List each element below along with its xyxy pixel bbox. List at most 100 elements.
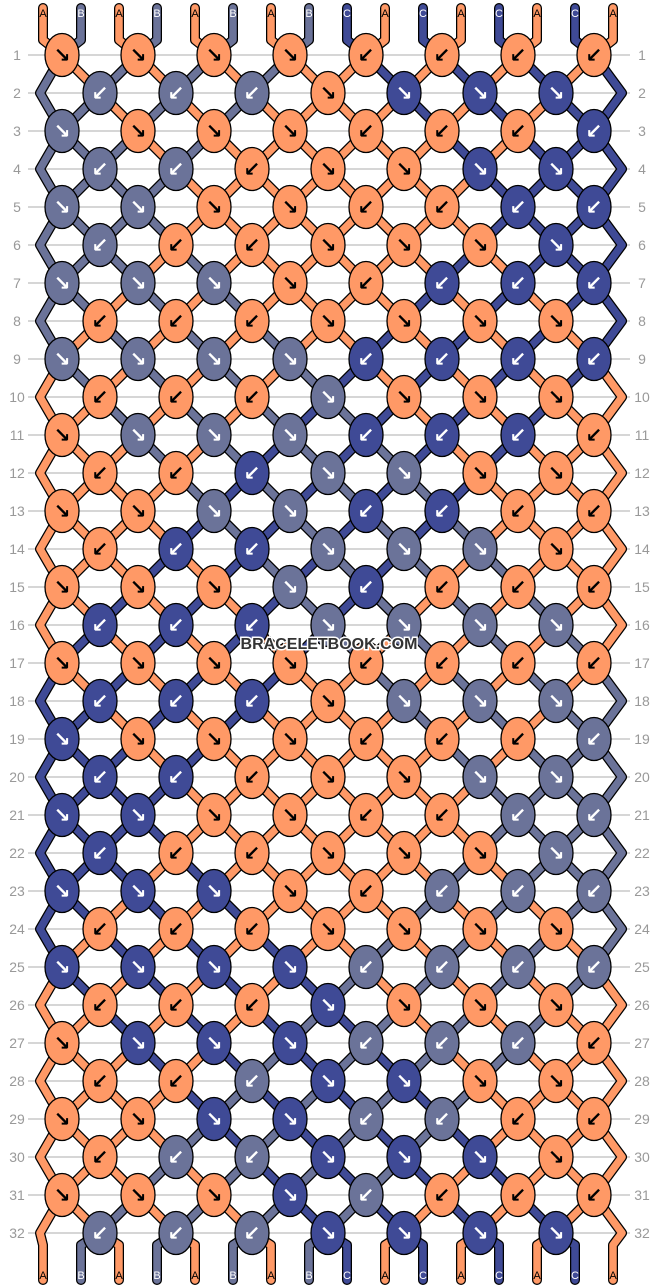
knot[interactable]: ↙ (424, 1096, 460, 1142)
knot[interactable]: ↘ (538, 1134, 574, 1180)
knot[interactable]: ↙ (348, 944, 384, 990)
knot[interactable]: ↘ (310, 1058, 346, 1104)
knot[interactable]: ↘ (310, 298, 346, 344)
knot[interactable]: ↘ (44, 640, 80, 686)
knot[interactable]: ↙ (158, 1210, 194, 1256)
knot[interactable]: ↙ (576, 412, 612, 458)
knot[interactable]: ↙ (234, 146, 270, 192)
knot[interactable]: ↙ (576, 1096, 612, 1142)
knot[interactable]: ↙ (576, 1020, 612, 1066)
knot[interactable]: ↙ (234, 1058, 270, 1104)
knot[interactable]: ↘ (272, 184, 308, 230)
knot[interactable]: ↙ (234, 906, 270, 952)
knot[interactable]: ↙ (82, 602, 118, 648)
knot[interactable]: ↙ (158, 222, 194, 268)
knot[interactable]: ↘ (44, 412, 80, 458)
knot[interactable]: ↙ (348, 792, 384, 838)
knot[interactable]: ↘ (272, 868, 308, 914)
knot[interactable]: ↙ (158, 906, 194, 952)
knot[interactable]: ↘ (386, 1058, 422, 1104)
knot[interactable]: ↘ (310, 1210, 346, 1256)
knot[interactable]: ↘ (272, 944, 308, 990)
knot[interactable]: ↘ (386, 602, 422, 648)
knot[interactable]: ↘ (538, 450, 574, 496)
knot[interactable]: ↙ (500, 1020, 536, 1066)
knot[interactable]: ↙ (234, 1210, 270, 1256)
knot[interactable]: ↘ (272, 1172, 308, 1218)
knot[interactable]: ↘ (120, 1096, 156, 1142)
knot[interactable]: ↘ (44, 184, 80, 230)
knot[interactable]: ↘ (310, 754, 346, 800)
knot[interactable]: ↘ (310, 678, 346, 724)
knot[interactable]: ↙ (234, 526, 270, 572)
knot[interactable]: ↘ (386, 526, 422, 572)
knot[interactable]: ↙ (158, 982, 194, 1028)
knot[interactable]: ↙ (424, 868, 460, 914)
knot[interactable]: ↘ (462, 1058, 498, 1104)
knot[interactable]: ↙ (424, 184, 460, 230)
knot[interactable]: ↙ (348, 488, 384, 534)
knot[interactable]: ↙ (158, 146, 194, 192)
knot[interactable]: ↘ (44, 488, 80, 534)
knot[interactable]: ↙ (82, 222, 118, 268)
knot[interactable]: ↙ (424, 488, 460, 534)
knot[interactable]: ↘ (120, 260, 156, 306)
knot[interactable]: ↘ (196, 1020, 232, 1066)
knot[interactable]: ↙ (234, 222, 270, 268)
knot[interactable]: ↘ (462, 906, 498, 952)
knot[interactable]: ↙ (348, 1096, 384, 1142)
knot[interactable]: ↘ (44, 32, 80, 78)
knot[interactable]: ↘ (310, 146, 346, 192)
knot[interactable]: ↘ (120, 640, 156, 686)
knot[interactable]: ↙ (82, 982, 118, 1028)
knot[interactable]: ↘ (272, 32, 308, 78)
knot[interactable]: ↙ (500, 488, 536, 534)
knot[interactable]: ↘ (196, 1096, 232, 1142)
knot[interactable]: ↘ (462, 754, 498, 800)
knot[interactable]: ↙ (158, 1058, 194, 1104)
knot[interactable]: ↘ (272, 564, 308, 610)
knot[interactable]: ↘ (44, 260, 80, 306)
knot[interactable]: ↙ (576, 716, 612, 762)
knot[interactable]: ↘ (196, 1172, 232, 1218)
knot[interactable]: ↘ (44, 868, 80, 914)
knot[interactable]: ↙ (82, 526, 118, 572)
knot[interactable]: ↘ (310, 906, 346, 952)
knot[interactable]: ↙ (348, 716, 384, 762)
knot[interactable]: ↘ (120, 792, 156, 838)
knot[interactable]: ↙ (82, 450, 118, 496)
knot[interactable]: ↘ (462, 298, 498, 344)
knot[interactable]: ↙ (500, 1172, 536, 1218)
knot[interactable]: ↙ (500, 716, 536, 762)
knot[interactable]: ↙ (576, 640, 612, 686)
knot[interactable]: ↘ (538, 678, 574, 724)
knot[interactable]: ↘ (196, 184, 232, 230)
knot[interactable]: ↙ (576, 32, 612, 78)
knot[interactable]: ↙ (424, 944, 460, 990)
knot[interactable]: ↙ (500, 108, 536, 154)
knot[interactable]: ↘ (386, 1134, 422, 1180)
knot[interactable]: ↘ (310, 982, 346, 1028)
knot[interactable]: ↙ (82, 1210, 118, 1256)
knot[interactable]: ↙ (500, 868, 536, 914)
knot[interactable]: ↙ (158, 602, 194, 648)
knot[interactable]: ↙ (234, 982, 270, 1028)
knot[interactable]: ↘ (44, 716, 80, 762)
knot[interactable]: ↙ (234, 1134, 270, 1180)
knot[interactable]: ↙ (158, 374, 194, 420)
knot[interactable]: ↘ (462, 830, 498, 876)
knot[interactable]: ↙ (500, 564, 536, 610)
knot[interactable]: ↘ (44, 1020, 80, 1066)
knot[interactable]: ↘ (462, 70, 498, 116)
knot[interactable]: ↙ (576, 184, 612, 230)
knot[interactable]: ↘ (196, 336, 232, 382)
knot[interactable]: ↘ (272, 260, 308, 306)
knot[interactable]: ↘ (196, 716, 232, 762)
knot[interactable]: ↙ (158, 70, 194, 116)
knot[interactable]: ↙ (500, 1096, 536, 1142)
knot[interactable]: ↘ (310, 70, 346, 116)
knot[interactable]: ↘ (120, 868, 156, 914)
knot[interactable]: ↘ (386, 678, 422, 724)
knot[interactable]: ↘ (538, 906, 574, 952)
knot[interactable]: ↙ (234, 678, 270, 724)
